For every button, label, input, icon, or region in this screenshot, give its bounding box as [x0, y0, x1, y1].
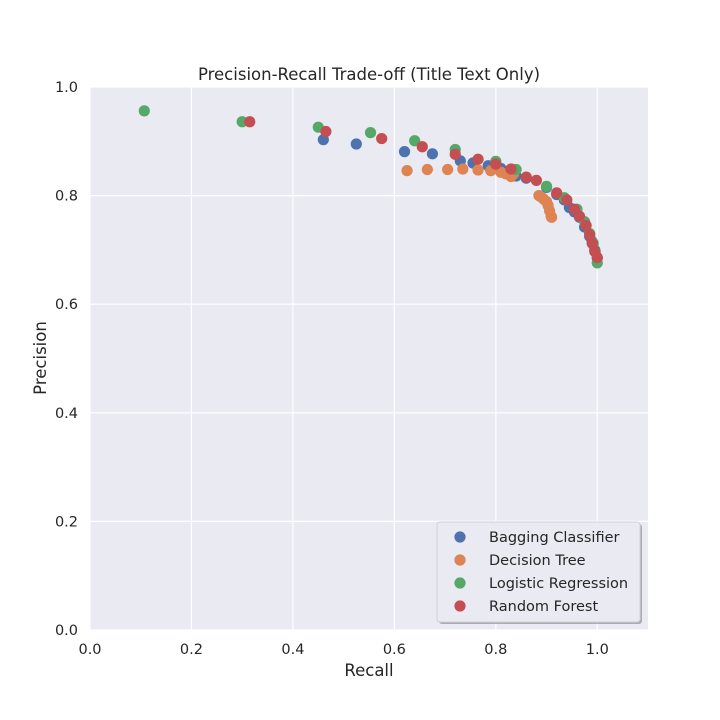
data-point — [376, 132, 388, 145]
y-tick-label: 0.0 — [55, 623, 78, 639]
x-tick-label: 0.0 — [78, 642, 101, 658]
y-tick-label: 0.8 — [55, 189, 78, 205]
data-point — [573, 210, 586, 222]
data-point — [520, 171, 532, 183]
x-tick-label: 0.6 — [383, 642, 406, 658]
x-tick-label: 1.0 — [586, 642, 609, 658]
x-tick-label: 0.4 — [281, 642, 304, 658]
legend-marker — [454, 531, 466, 543]
data-point — [584, 229, 596, 241]
data-point — [350, 138, 362, 150]
data-point — [490, 158, 502, 170]
chart-title: Precision-Recall Trade-off (Title Text O… — [198, 65, 540, 84]
x-axis-label: Recall — [344, 661, 393, 680]
data-point — [561, 194, 573, 206]
data-point — [472, 153, 484, 165]
legend-marker — [454, 577, 466, 589]
legend-box — [436, 521, 641, 623]
data-point — [320, 125, 332, 138]
y-axis-label: Precision — [31, 321, 50, 395]
legend-marker — [454, 554, 466, 566]
series-4 — [244, 116, 603, 264]
data-point — [530, 174, 543, 186]
data-points — [138, 105, 603, 269]
y-tick-label: 0.6 — [55, 297, 78, 313]
legend-marker — [454, 600, 466, 612]
data-point — [442, 163, 454, 176]
data-point — [551, 187, 563, 199]
data-point — [409, 135, 421, 147]
data-point — [580, 219, 592, 232]
x-tick-label: 0.2 — [180, 642, 203, 658]
legend-label: Decision Tree — [489, 553, 586, 569]
data-point — [364, 127, 377, 139]
data-point — [540, 180, 553, 192]
legend-label: Bagging Classifier — [489, 530, 620, 546]
data-point — [398, 146, 411, 158]
x-tick-label: 0.8 — [484, 642, 507, 658]
data-point — [472, 164, 484, 176]
data-point — [138, 105, 150, 117]
data-point — [416, 141, 428, 153]
data-point — [421, 163, 433, 176]
y-tick-label: 0.2 — [55, 514, 78, 530]
tick-labels: 0.0 0.2 0.4 0.6 0.8 1.0 0.0 0.2 0.4 0.6 0.8 1.0 — [55, 80, 609, 658]
legend-label: Logistic Regression — [489, 576, 628, 592]
y-tick-label: 0.4 — [55, 406, 78, 422]
data-point — [505, 163, 517, 175]
legend-label: Random Forest — [489, 599, 598, 615]
legend: Bagging Classifier Decision Tree Logistic … — [436, 521, 642, 624]
y-tick-label: 1.0 — [55, 80, 78, 96]
data-point — [401, 165, 413, 177]
data-point — [244, 116, 256, 128]
data-point — [546, 211, 558, 223]
data-point — [426, 148, 439, 160]
data-point — [591, 251, 603, 264]
data-point — [457, 163, 469, 175]
data-point — [449, 148, 461, 160]
